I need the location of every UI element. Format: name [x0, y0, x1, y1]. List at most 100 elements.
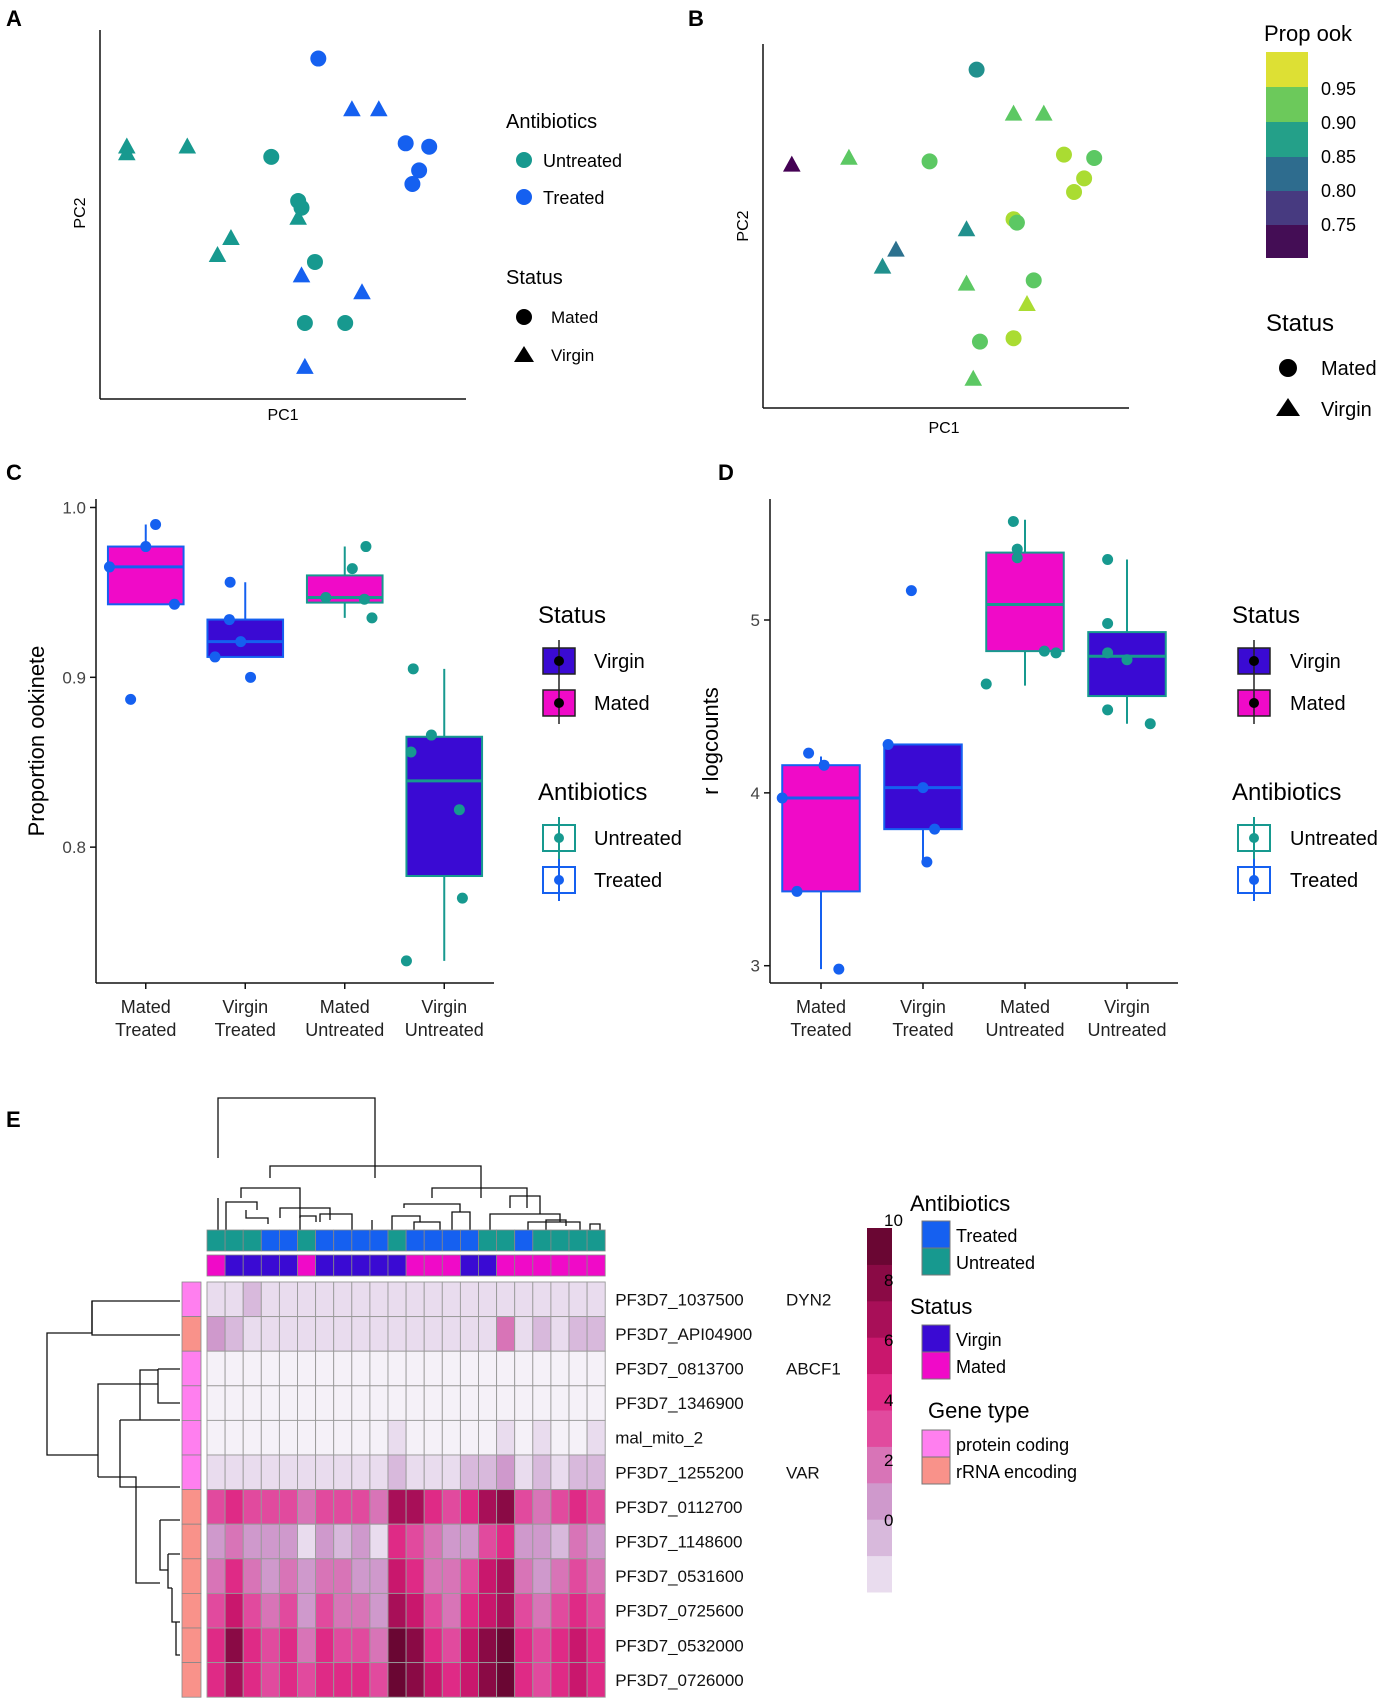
heat-cell-8-3 — [260, 1558, 280, 1594]
heat-cell-6-6 — [315, 1489, 335, 1525]
dendro-col-b — [240, 1187, 301, 1218]
heat-cell-3-18 — [532, 1385, 552, 1421]
panel-c-legend-mated: Mated — [594, 693, 650, 715]
heat-cell-9-9 — [369, 1592, 389, 1629]
heat-scale-seg-2 — [867, 1482, 892, 1520]
heat-col-antibiotics-11 — [405, 1229, 425, 1252]
heat-cell-0-15 — [478, 1281, 498, 1318]
C-box-1 — [206, 618, 285, 658]
heat-cell-9-7 — [333, 1592, 353, 1629]
D-point-1-4 — [905, 585, 917, 597]
heat-col-status-1 — [224, 1254, 244, 1277]
scatter-a-point-2-0 — [310, 50, 327, 67]
panel-d-legend-status-title: Status — [1232, 602, 1300, 629]
panel-a-legend: Antibiotics Untreated Treated Status Mat… — [506, 111, 622, 365]
heat-cell-1-14 — [459, 1316, 479, 1352]
heat-row-genetype-6 — [181, 1489, 202, 1525]
heat-cell-0-10 — [387, 1281, 407, 1318]
panel-b-legend-mated: Mated — [1321, 358, 1377, 380]
heat-cell-1-17 — [514, 1316, 534, 1352]
C-point-1-1 — [223, 614, 235, 626]
heat-cell-11-15 — [478, 1662, 498, 1698]
heat-cell-6-17 — [514, 1489, 534, 1525]
heat-cell-6-5 — [297, 1489, 317, 1525]
heat-cell-6-1 — [224, 1489, 244, 1525]
panel-e-legend-protein: protein coding — [956, 1435, 1069, 1455]
heat-cell-4-10 — [387, 1419, 407, 1456]
heat-cell-6-20 — [568, 1489, 588, 1525]
dendro-col-o — [509, 1195, 541, 1214]
heat-cell-2-2 — [242, 1350, 262, 1387]
heat-cell-9-4 — [278, 1592, 298, 1629]
dendro-col-a — [269, 1165, 482, 1198]
heat-cell-2-20 — [568, 1350, 588, 1387]
C-point-2-4 — [366, 612, 378, 624]
heat-cell-7-0 — [206, 1523, 226, 1560]
row-dendrogram — [46, 1300, 180, 1656]
D-point-2-0 — [1007, 515, 1019, 527]
D-point-2-1 — [1011, 543, 1023, 555]
heat-cell-5-7 — [333, 1454, 353, 1491]
heat-cell-2-8 — [351, 1350, 371, 1387]
heat-cell-0-0 — [206, 1281, 226, 1318]
heat-row-label-6: PF3D7_0112700 — [615, 1498, 742, 1517]
C-point-0-2 — [140, 541, 152, 553]
scatter-a-point-0-0 — [263, 148, 280, 165]
heat-cell-6-21 — [586, 1489, 606, 1525]
C-ylabel: Proportion ookinete — [24, 646, 49, 837]
heat-cell-5-11 — [405, 1454, 425, 1491]
scatter-b-point-0-4 — [1076, 170, 1093, 187]
D-ytick-0: 5 — [751, 611, 760, 630]
dendro-row-bottom — [98, 1476, 160, 1584]
colorbar-070 — [1266, 225, 1308, 258]
panel-a-legend-virgin: Virgin — [551, 346, 594, 365]
heat-cell-8-12 — [423, 1558, 443, 1594]
heat-row-genetype-10 — [181, 1627, 202, 1663]
heat-cell-0-11 — [405, 1281, 425, 1318]
C-point-1-3 — [235, 636, 247, 648]
heat-cell-4-19 — [550, 1419, 570, 1456]
heat-scale-tick-3: 4 — [884, 1391, 893, 1410]
heat-col-status-15 — [478, 1254, 498, 1277]
heat-cell-1-12 — [423, 1316, 443, 1352]
heat-cell-2-13 — [441, 1350, 461, 1387]
heat-cell-3-3 — [260, 1385, 280, 1421]
dendro-col-f — [245, 1210, 269, 1224]
scatter-a-point-1-2 — [178, 137, 197, 154]
D-ylabel: r logcounts — [698, 687, 723, 795]
panel-a-legend-untreated-key — [516, 152, 532, 168]
heat-cell-6-14 — [459, 1489, 479, 1525]
heat-cell-4-16 — [496, 1419, 516, 1456]
heat-cell-0-3 — [260, 1281, 280, 1318]
dendro-row-r34 — [157, 1368, 180, 1404]
scatter-a-point-2-1 — [397, 135, 414, 152]
heat-cell-8-11 — [405, 1558, 425, 1594]
colorbar-080 — [1266, 157, 1308, 191]
heat-cell-11-12 — [423, 1662, 443, 1698]
heat-cell-4-5 — [297, 1419, 317, 1456]
D-point-3-1 — [1102, 617, 1114, 629]
heat-cell-9-0 — [206, 1592, 226, 1629]
panel-b-ylabel: PC2 — [735, 210, 752, 241]
heat-cell-6-0 — [206, 1489, 226, 1525]
heat-row-genetype-7 — [181, 1523, 202, 1560]
heat-cell-8-4 — [278, 1558, 298, 1594]
heat-cell-0-13 — [441, 1281, 461, 1318]
heat-cell-1-18 — [532, 1316, 552, 1352]
scatter-a-point-1-4 — [208, 245, 227, 262]
heat-cell-0-2 — [242, 1281, 262, 1318]
heat-col-antibiotics-0 — [206, 1229, 226, 1252]
panel-d: D 5 4 3 r logcounts Mated Treated Virgin Treate… — [698, 460, 1378, 1040]
heat-cell-9-20 — [568, 1592, 588, 1629]
heat-cell-1-11 — [405, 1316, 425, 1352]
heat-cell-8-9 — [369, 1558, 389, 1594]
heat-cell-7-14 — [459, 1523, 479, 1560]
heat-cell-7-17 — [514, 1523, 534, 1560]
heatmap-grid: PF3D7_1037500 DYN2 PF3D7_API04900 PF3D7_081… — [181, 1229, 841, 1698]
heat-cell-3-13 — [441, 1385, 461, 1421]
dendro-row-r56 — [119, 1419, 180, 1488]
heat-cell-9-3 — [260, 1592, 280, 1629]
C-point-1-0 — [224, 576, 236, 588]
heat-cell-8-16 — [496, 1558, 516, 1594]
C-point-0-1 — [150, 518, 162, 530]
